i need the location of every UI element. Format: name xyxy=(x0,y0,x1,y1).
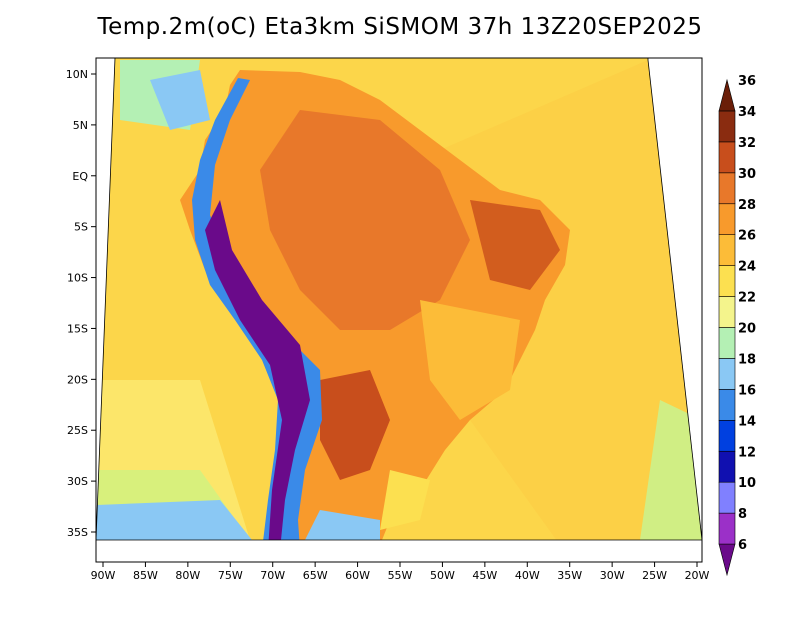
lat-tick-label: 5S xyxy=(74,221,88,234)
lat-tick-label: 10N xyxy=(66,68,88,81)
colorbar-label: 22 xyxy=(738,291,756,306)
colorbar-label: 26 xyxy=(738,229,756,244)
colorbar-swatch xyxy=(718,234,736,266)
lon-tick-label: 20W xyxy=(685,569,710,582)
colorbar-swatch xyxy=(718,141,736,174)
lat-tick-label: 5N xyxy=(73,119,88,132)
colorbar-swatch xyxy=(718,203,736,235)
lon-tick-label: 65W xyxy=(303,569,328,582)
map-title: Temp.2m(oC) Eta3km SiSMOM 37h 13Z20SEP20… xyxy=(97,14,703,40)
colorbar-swatch xyxy=(718,110,736,143)
colorbar-label: 24 xyxy=(738,260,756,275)
colorbar-label: 6 xyxy=(738,538,747,553)
lat-tick-label: 30S xyxy=(67,475,88,488)
colorbar-label: 30 xyxy=(738,167,756,182)
colorbar-swatch xyxy=(718,358,736,390)
lon-tick-label: 85W xyxy=(133,569,158,582)
colorbar: 6 8 10 12 14 16 18 20 22 24 26 28 30 32 34 36 xyxy=(718,74,756,577)
colorbar-label: 12 xyxy=(738,445,756,460)
lon-tick-label: 70W xyxy=(260,569,285,582)
colorbar-label: 32 xyxy=(738,136,756,151)
lon-tick-label: 80W xyxy=(175,569,200,582)
latitude-axis: 10N 5N EQ 5S 10S 15S 20S 25S 30S 35S xyxy=(66,68,96,539)
plot-border xyxy=(95,57,703,563)
colorbar-swatch xyxy=(718,327,736,359)
colorbar-swatch xyxy=(718,265,736,297)
colorbar-swatch xyxy=(718,296,736,328)
lat-tick-label: 20S xyxy=(67,373,88,386)
colorbar-label: 10 xyxy=(738,476,756,491)
lon-tick-label: 45W xyxy=(472,569,497,582)
lon-tick-label: 75W xyxy=(218,569,243,582)
colorbar-label: 28 xyxy=(738,198,756,213)
colorbar-label: 8 xyxy=(738,507,747,522)
colorbar-swatch xyxy=(718,512,736,545)
lon-tick-label: 40W xyxy=(515,569,540,582)
colorbar-swatch xyxy=(718,420,736,452)
colorbar-label: 34 xyxy=(738,105,756,120)
colorbar-swatch xyxy=(718,78,736,112)
lat-tick-label: EQ xyxy=(72,170,88,183)
lon-tick-label: 30W xyxy=(600,569,625,582)
lon-tick-label: 35W xyxy=(557,569,582,582)
colorbar-swatch xyxy=(718,172,736,205)
colorbar-label: 16 xyxy=(738,383,756,398)
colorbar-swatch xyxy=(718,481,736,514)
lon-tick-label: 60W xyxy=(345,569,370,582)
lat-tick-label: 35S xyxy=(67,526,88,539)
colorbar-label: 18 xyxy=(738,352,756,367)
lon-tick-label: 90W xyxy=(91,569,116,582)
lat-tick-label: 25S xyxy=(67,424,88,437)
lat-tick-label: 15S xyxy=(67,322,88,335)
colorbar-swatch xyxy=(718,389,736,421)
colorbar-swatch xyxy=(718,450,736,483)
colorbar-label: 36 xyxy=(738,74,756,89)
lon-tick-label: 55W xyxy=(388,569,413,582)
lon-tick-label: 50W xyxy=(430,569,455,582)
temperature-field xyxy=(96,58,702,540)
colorbar-swatch xyxy=(718,543,736,577)
longitude-axis: 90W 85W 80W 75W 70W 65W 60W 55W 50W 45W 40W 35W 30W 2… xyxy=(91,562,710,582)
lon-tick-label: 25W xyxy=(642,569,667,582)
colorbar-label: 14 xyxy=(738,414,756,429)
colorbar-label: 20 xyxy=(738,322,756,337)
lat-tick-label: 10S xyxy=(67,272,88,285)
